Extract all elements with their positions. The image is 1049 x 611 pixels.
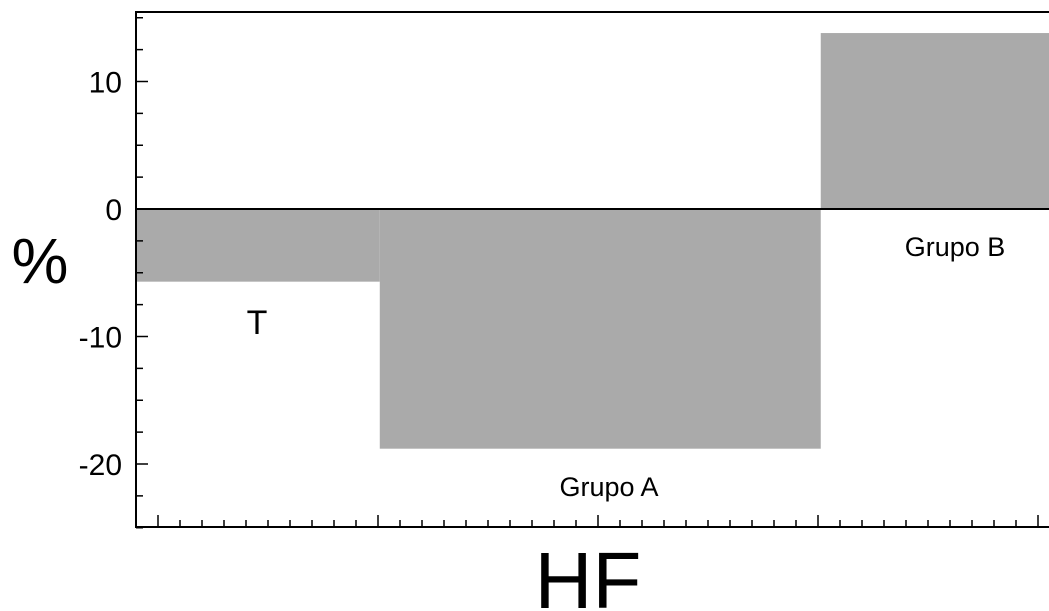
y-tick-label: 0 [105,194,122,227]
bar-label: Grupo A [559,472,658,502]
y-tick-label: 10 [89,67,122,100]
y-tick-label: -20 [79,449,122,482]
bar-label: Grupo B [905,232,1006,262]
bar [379,209,821,449]
ticks-layer: 10 0 -10 -20 [79,17,1039,529]
x-axis-title: HF [535,536,642,611]
bar [136,209,380,282]
bar-label: T [247,304,268,342]
bars-layer [136,33,1049,449]
bar [820,33,1049,209]
labels-layer: T Grupo A Grupo B [247,232,1006,502]
y-axis-title: % [12,225,69,297]
y-tick-label: -10 [79,322,122,355]
plot-frame [135,11,1049,528]
